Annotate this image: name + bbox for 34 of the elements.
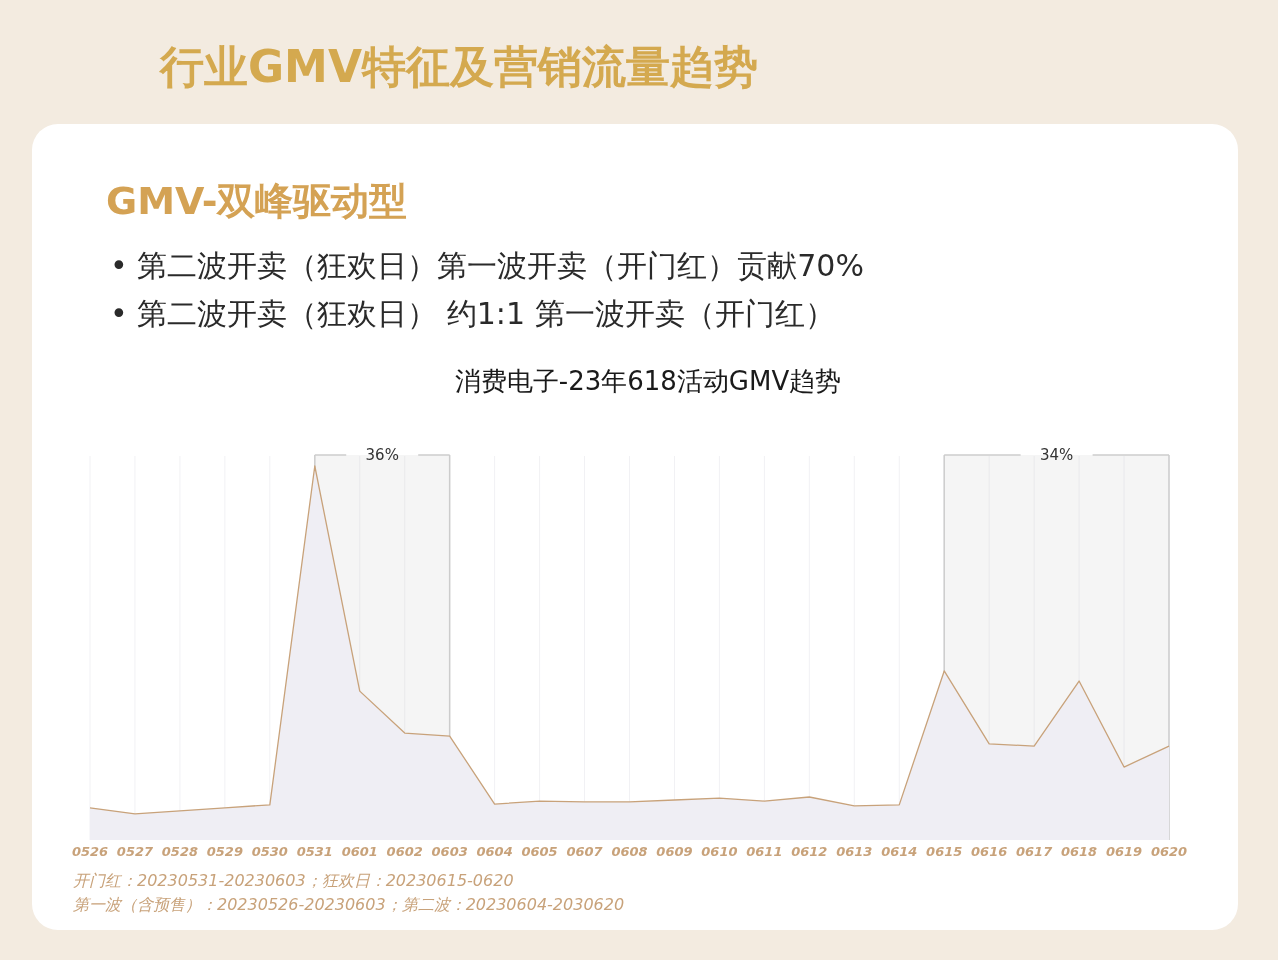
chart-title: 消费电子-23年618活动GMV趋势 <box>454 366 842 396</box>
annotation: 开门红：20230531-20230603；狂欢日：20230615-0620 <box>73 871 514 890</box>
band-label: 34% <box>1039 446 1074 464</box>
x-tick-label: 0618 <box>1060 844 1098 859</box>
x-tick-label: 0601 <box>341 844 378 859</box>
annotation: GMV-双峰驱动型 <box>106 179 408 223</box>
x-tick-label: 0527 <box>116 844 154 859</box>
annotation: 第一波（含预售）：20230526-20230603；第二波：20230604-2030620 <box>73 895 625 914</box>
x-tick-label: 0612 <box>791 844 828 859</box>
x-tick-label: 0615 <box>926 844 963 859</box>
x-tick-label: 0610 <box>701 844 738 859</box>
x-tick-label: 0528 <box>161 844 199 859</box>
x-tick-label: 0620 <box>1150 844 1188 859</box>
x-tick-label: 0619 <box>1105 844 1143 859</box>
x-tick-label: 0613 <box>836 844 873 859</box>
annotation: 行业GMV特征及营销流量趋势 <box>160 41 758 92</box>
x-tick-label: 0611 <box>746 844 783 859</box>
x-tick-label: 0529 <box>206 844 243 859</box>
annotation: • 第二波开卖（狂欢日） 约1:1 第一波开卖（开门红） <box>110 296 835 331</box>
x-tick-label: 0607 <box>566 844 604 859</box>
x-tick-label: 0526 <box>71 844 109 859</box>
x-tick-label: 0604 <box>476 844 513 859</box>
x-tick-label: 0605 <box>521 844 558 859</box>
x-tick-label: 0614 <box>881 844 918 859</box>
x-tick-label: 0531 <box>296 844 333 859</box>
x-tick-label: 0602 <box>386 844 423 859</box>
x-tick-label: 0617 <box>1016 844 1054 859</box>
x-tick-label: 0603 <box>431 844 468 859</box>
x-tick-label: 0616 <box>971 844 1008 859</box>
x-tick-label: 0608 <box>611 844 648 859</box>
annotation: • 第二波开卖（狂欢日）第一波开卖（开门红）贡献70% <box>110 248 864 283</box>
x-tick-label: 0609 <box>656 844 693 859</box>
x-tick-label: 0530 <box>251 844 288 859</box>
band-label: 36% <box>365 446 399 464</box>
